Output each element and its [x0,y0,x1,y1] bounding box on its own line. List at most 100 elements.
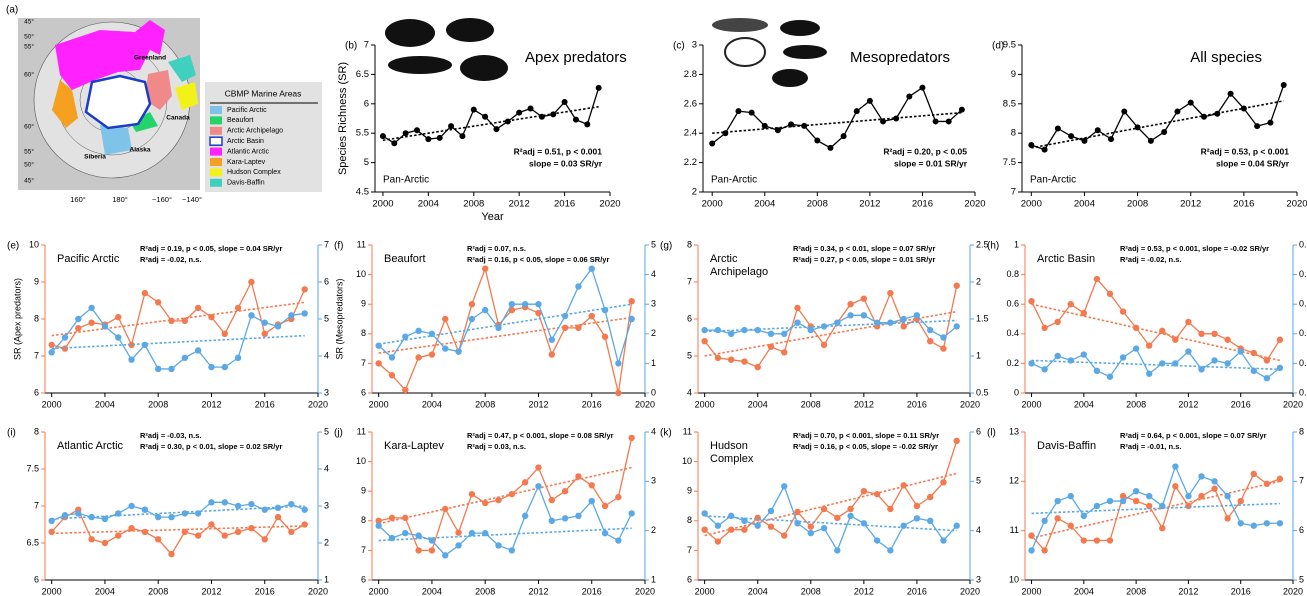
y2-tick-label: 3 [324,387,329,397]
data-point [714,522,722,529]
y-tick-label: 10 [29,239,39,249]
panel-title: Beaufort [384,253,426,265]
y2-tick-label: 0. [1299,269,1307,279]
data-point [234,304,242,312]
data-point [442,345,449,352]
data-point [234,354,242,362]
data-point [495,324,502,332]
data-point [481,306,489,314]
y2-tick-label: 1 [651,358,656,368]
chart-panel: 4.5 5 5.5 6 6.5 7 2000 2004 2008 2012 2016 2020 (b) A… [337,40,627,223]
data-point [873,490,881,498]
data-point [1081,137,1088,144]
data-point [913,515,921,522]
data-point [714,354,722,362]
y2-tick-label: 2 [651,328,656,338]
y-tick-label: 7 [1011,187,1016,198]
data-point [301,521,308,528]
data-point [1224,336,1231,343]
data-point [495,496,502,504]
data-point [221,499,228,506]
data-point [887,319,894,326]
data-point [1185,492,1192,500]
y-tick-label: 3 [692,40,697,51]
data-point [1211,357,1218,364]
x-tick-label: 2000 [702,199,723,210]
data-point [375,360,382,367]
y2-tick-label: 7 [324,239,329,249]
data-point [860,312,868,319]
data-point [1145,342,1153,349]
data-point [1159,327,1166,335]
data-point [414,127,421,134]
stat-annotation: R²adj = 0.34, p < 0.01, slope = 0.07 SR/… [793,244,935,253]
data-point [248,312,255,319]
map-area [55,30,150,90]
data-point [926,517,934,524]
map-legend-box [205,82,322,192]
data-point [521,479,529,486]
panel-title: Complex [710,453,754,465]
data-point [508,301,516,308]
data-point [1224,515,1231,522]
y-tick-label: 0.4 [1006,328,1019,338]
lat-label: 55° [24,148,34,156]
data-point [1159,502,1166,510]
legend-label: Pacific Arctic [227,107,267,114]
y2-tick-label: 5 [651,239,656,249]
legend-label: Kara-Laptev [227,159,266,166]
data-point [415,547,422,554]
data-point [1224,360,1231,367]
data-point [208,363,215,371]
data-point [1132,497,1140,505]
data-point [1106,497,1114,505]
map-area [130,112,158,132]
data-point [601,333,609,340]
x-tick-label: 2000 [42,399,62,409]
data-point [1145,370,1153,377]
data-point [88,536,95,543]
y2-tick-label: 0. [1299,299,1307,309]
data-point [1041,547,1048,554]
x-tick-label: 2020 [960,399,980,409]
x-tick-label: 2012 [1178,586,1198,596]
stat-annotation: R²adj = 0.70, p < 0.001, slope = 0.11 SR… [793,431,939,440]
panel-letter: (c) [673,41,685,52]
data-point [493,126,500,133]
y-tick-label: 6 [34,574,39,584]
data-point [1276,520,1284,527]
data-point [88,304,95,312]
y2-tick-label: 4 [976,525,981,535]
y2-tick-label: 1 [324,574,329,584]
x-tick-label: 2016 [1231,399,1251,409]
data-point [508,490,516,498]
data-point [1237,520,1244,527]
data-point [940,334,947,341]
data-point [1280,81,1287,88]
data-point [741,326,748,334]
data-point [575,324,582,332]
x-tick-label: 2004 [1074,199,1095,210]
x-tick-label: 2008 [463,199,484,210]
data-point [953,437,960,445]
data-point [1185,348,1192,355]
data-point [234,528,242,536]
stat-annotation: R²adj = 0.27, p < 0.05, slope = 0.01 SR/… [793,255,935,264]
data-point [168,365,175,373]
data-point [1198,330,1205,337]
x-tick-label: 2004 [418,199,439,210]
x-tick-label: 2004 [748,586,768,596]
y-tick-label: 8 [34,426,39,436]
y-tick-label: 7.5 [1003,157,1016,168]
data-point [1080,512,1088,520]
data-point [459,133,466,140]
data-point [1054,515,1061,522]
data-point [1028,141,1035,148]
data-point [75,315,82,323]
panel-letter: (i) [7,428,16,439]
data-point [468,490,476,498]
x-tick-label: 2008 [801,586,821,596]
x-tick-label: 2016 [582,399,602,409]
y-tick-label: 9 [34,276,39,286]
